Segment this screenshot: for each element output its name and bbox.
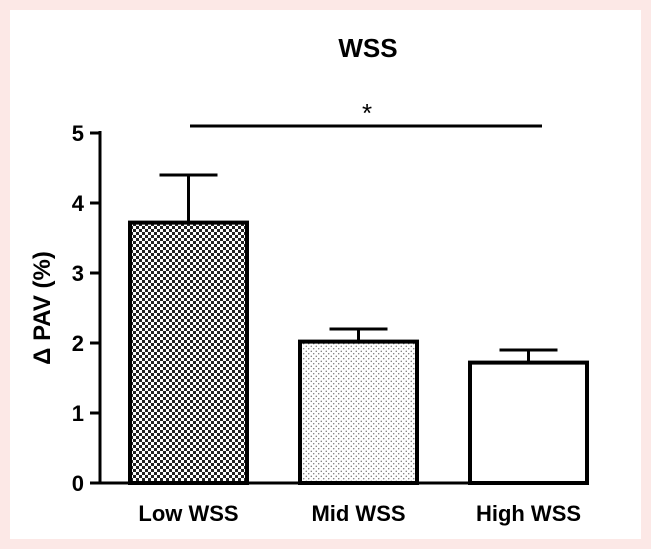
significance-asterisk: * <box>362 98 372 128</box>
y-tick-label: 4 <box>72 191 85 216</box>
chart-panel: WSS 0 1 2 3 4 5 Δ PAV (%) Low WSS Mid WSS High WS… <box>10 10 641 539</box>
bar-low-wss <box>128 220 249 485</box>
x-tick-label: Low WSS <box>138 501 238 526</box>
bar-high-wss <box>468 360 589 486</box>
bar-chart: WSS 0 1 2 3 4 5 Δ PAV (%) Low WSS Mid WSS High WS… <box>29 33 589 526</box>
y-tick-label: 1 <box>72 401 84 426</box>
y-axis-title: Δ PAV (%) <box>29 251 56 365</box>
x-tick-label: High WSS <box>476 501 581 526</box>
chart-title: WSS <box>338 33 397 63</box>
y-tick-label: 0 <box>72 471 84 496</box>
y-tick-label: 5 <box>72 121 84 146</box>
y-tick-label: 2 <box>72 331 84 356</box>
bar-mid-wss <box>298 339 419 485</box>
x-tick-label: Mid WSS <box>311 501 405 526</box>
y-tick-label: 3 <box>72 261 84 286</box>
